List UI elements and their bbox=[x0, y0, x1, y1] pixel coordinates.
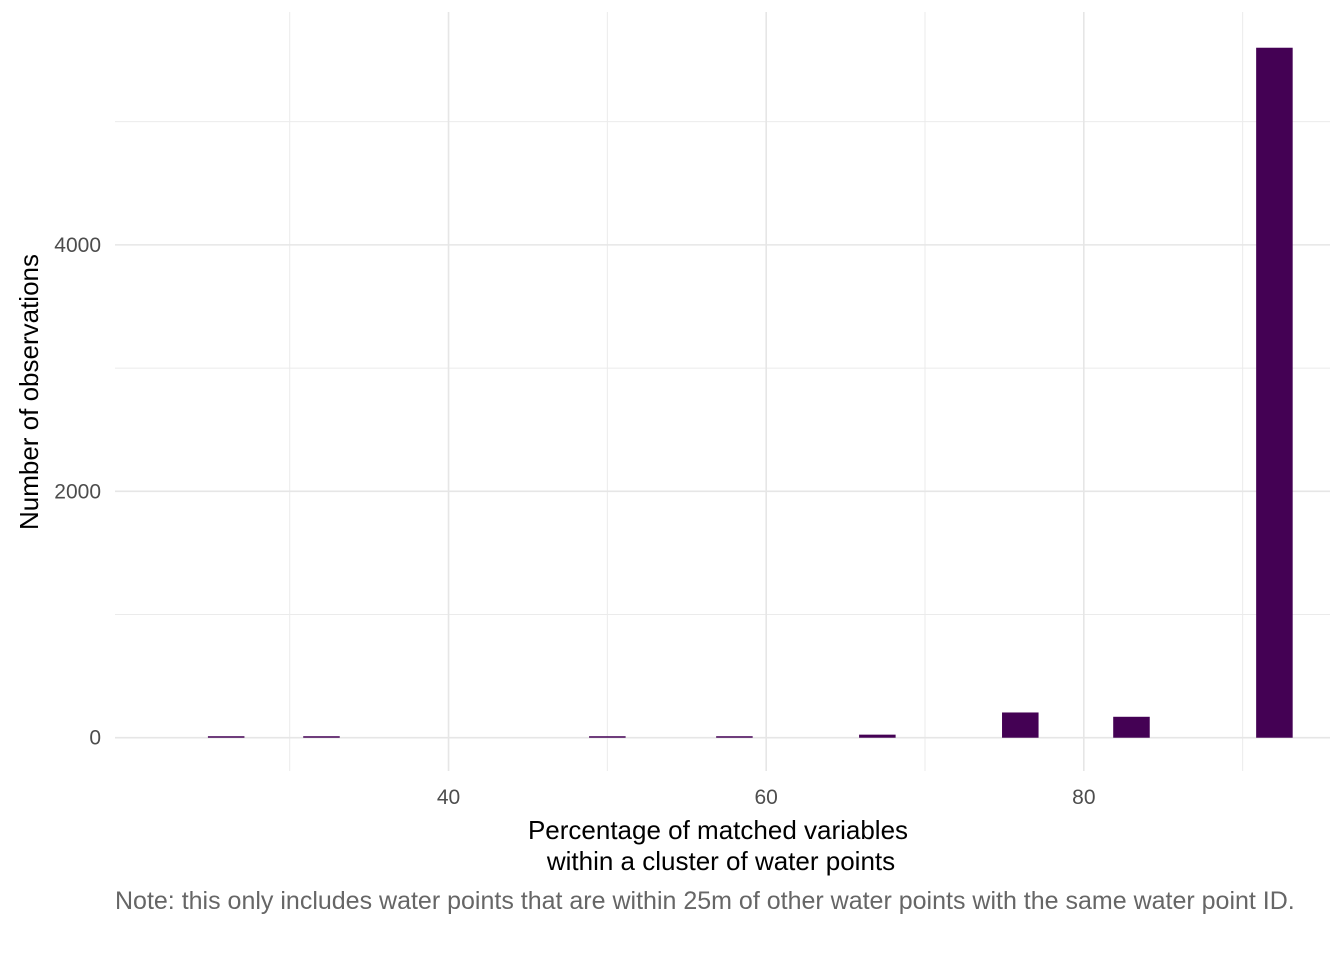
bars bbox=[207, 47, 1293, 738]
histogram-bar bbox=[589, 736, 626, 738]
x-tick-label: 60 bbox=[754, 786, 777, 809]
y-axis-title: Number of observations bbox=[14, 254, 44, 530]
x-axis-title-line-1: Percentage of matched variables bbox=[528, 815, 908, 845]
histogram-bar bbox=[207, 736, 245, 738]
x-tick-label: 40 bbox=[437, 786, 460, 809]
minor-gridlines bbox=[115, 12, 1330, 771]
x-tick-labels: 40 60 80 bbox=[437, 786, 1096, 809]
histogram-bar bbox=[303, 736, 340, 738]
histogram-bar bbox=[1002, 712, 1039, 738]
x-axis-title-line-2: within a cluster of water points bbox=[546, 846, 895, 876]
histogram-bar bbox=[1256, 47, 1293, 738]
y-tick-label: 2000 bbox=[54, 480, 101, 503]
y-tick-label: 0 bbox=[89, 727, 101, 750]
x-tick-label: 80 bbox=[1072, 786, 1095, 809]
histogram-bar bbox=[1113, 716, 1150, 738]
histogram-bar bbox=[716, 736, 753, 738]
histogram-bar bbox=[859, 734, 896, 738]
chart-caption: Note: this only includes water points th… bbox=[115, 887, 1295, 915]
y-tick-label: 4000 bbox=[54, 234, 101, 257]
y-tick-labels: 0 2000 4000 bbox=[54, 234, 101, 750]
major-gridlines bbox=[115, 12, 1330, 771]
